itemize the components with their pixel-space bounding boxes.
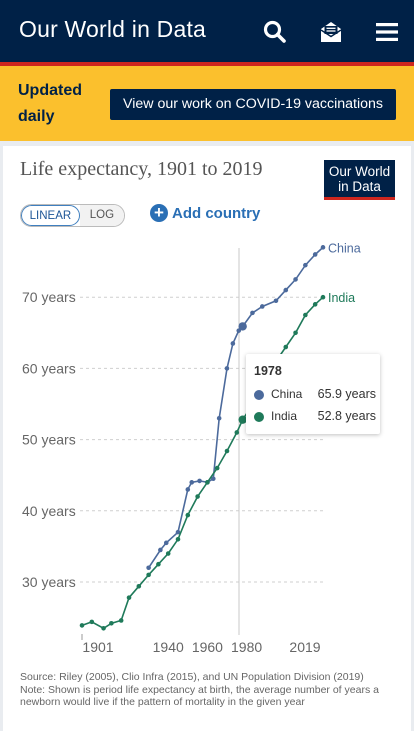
y-tick-label: 50 years [22, 432, 76, 448]
y-tick-label: 60 years [22, 360, 76, 376]
china-data-point [216, 415, 222, 421]
x-tick-label: 1901 [82, 639, 113, 655]
logo-line-1: Our World [328, 164, 391, 179]
search-icon[interactable] [262, 19, 288, 45]
india-data-point [79, 623, 85, 628]
tooltip-country-name: India [271, 409, 298, 423]
china-series-line [147, 246, 324, 569]
site-logo[interactable]: Our World in Data [19, 16, 207, 42]
china-data-point [230, 341, 236, 346]
chart-card [3, 146, 411, 731]
china-series-label: China [328, 241, 361, 255]
y-tick-label: 30 years [22, 574, 76, 590]
india-data-point [109, 620, 114, 626]
header-accent-line [0, 62, 414, 66]
china-data-point [320, 245, 326, 250]
add-country-button[interactable]: + Add country [150, 204, 260, 222]
hover-tooltip: 1978 China 65.9 years India 52.8 years [246, 354, 380, 434]
india-legend-dot [254, 412, 264, 422]
india-data-point [101, 625, 106, 631]
china-data-point [175, 529, 181, 535]
tooltip-year: 1978 [254, 364, 282, 378]
source-note: Source: Riley (2005), Clio Infra (2015),… [20, 671, 380, 709]
china-data-point [189, 480, 195, 485]
india-data-point [195, 494, 200, 499]
india-data-point [234, 430, 240, 435]
china-data-point [158, 547, 163, 553]
tooltip-value: 65.9 years [317, 387, 376, 401]
source-text: Source: Riley (2005), Clio Infra (2015),… [20, 671, 364, 683]
daily-line: daily [18, 108, 55, 125]
logo-accent-line [324, 197, 395, 200]
india-data-point [303, 312, 308, 318]
covid-vaccinations-button[interactable]: View our work on COVID-19 vaccinations [110, 89, 396, 120]
china-data-point [250, 310, 255, 316]
india-data-point [89, 619, 95, 625]
x-tick-label: 1980 [231, 639, 262, 655]
x-tick-label: 1960 [192, 639, 223, 655]
linear-scale-button[interactable]: LINEAR [21, 205, 80, 226]
india-data-point [214, 465, 220, 471]
china-legend-dot [254, 390, 264, 400]
plus-circle-icon: + [150, 204, 168, 222]
china-data-point [273, 298, 279, 304]
china-data-point [283, 287, 289, 293]
tooltip-row-china: China 65.9 years [254, 387, 376, 403]
update-banner: Updated daily View our work on COVID-19 … [0, 66, 414, 141]
life-expectancy-chart[interactable]: 30 years 40 years 50 years 60 years 70 years… [0, 230, 414, 670]
india-data-point [175, 536, 181, 542]
india-data-point [283, 344, 289, 350]
china-data-point [185, 487, 191, 492]
log-scale-button[interactable]: LOG [79, 205, 124, 226]
india-data-point [320, 294, 326, 300]
menu-icon[interactable] [374, 19, 400, 45]
china-data-point [293, 277, 298, 282]
add-country-label: Add country [172, 204, 261, 222]
india-data-point [118, 618, 124, 623]
india-data-point [224, 448, 230, 454]
chart-title: Life expectancy, 1901 to 2019 [20, 158, 263, 180]
x-tick-label: 1940 [153, 639, 184, 655]
china-data-point [163, 540, 169, 546]
newsletter-icon[interactable] [318, 19, 344, 45]
china-data-point [197, 478, 202, 484]
y-tick-label: 70 years [22, 289, 76, 305]
top-navigation-bar: Our World in Data [0, 0, 414, 66]
tooltip-row-india: India 52.8 years [254, 409, 376, 425]
india-series-label: India [328, 291, 355, 305]
updated-line: Updated [18, 82, 82, 99]
updated-daily-label: Updated daily [18, 78, 82, 130]
scale-toggle: LINEAR LOG [20, 204, 125, 227]
india-data-point [293, 330, 298, 336]
owid-logo[interactable]: Our World in Data [324, 160, 395, 200]
india-highlight-marker [238, 415, 247, 424]
tooltip-country-name: China [271, 387, 303, 401]
india-data-point [136, 583, 142, 589]
x-tick-label: 2019 [289, 639, 320, 655]
china-data-point [224, 366, 230, 371]
china-data-point [210, 476, 216, 482]
y-tick-label: 40 years [22, 503, 76, 519]
india-data-point [165, 551, 171, 556]
china-data-point [303, 262, 308, 268]
china-data-point [146, 565, 151, 571]
india-data-point [312, 302, 318, 307]
tooltip-value: 52.8 years [317, 409, 376, 423]
india-data-point [185, 512, 191, 518]
china-data-point [259, 304, 265, 309]
china-highlight-marker [238, 322, 247, 331]
india-data-point [146, 572, 151, 578]
logo-line-2: in Data [338, 179, 381, 194]
india-data-point [156, 561, 161, 567]
india-data-point [205, 480, 210, 485]
note-text: Note: Shown is period life expectancy at… [20, 683, 379, 709]
india-data-point [126, 595, 132, 600]
china-data-point [312, 252, 318, 257]
